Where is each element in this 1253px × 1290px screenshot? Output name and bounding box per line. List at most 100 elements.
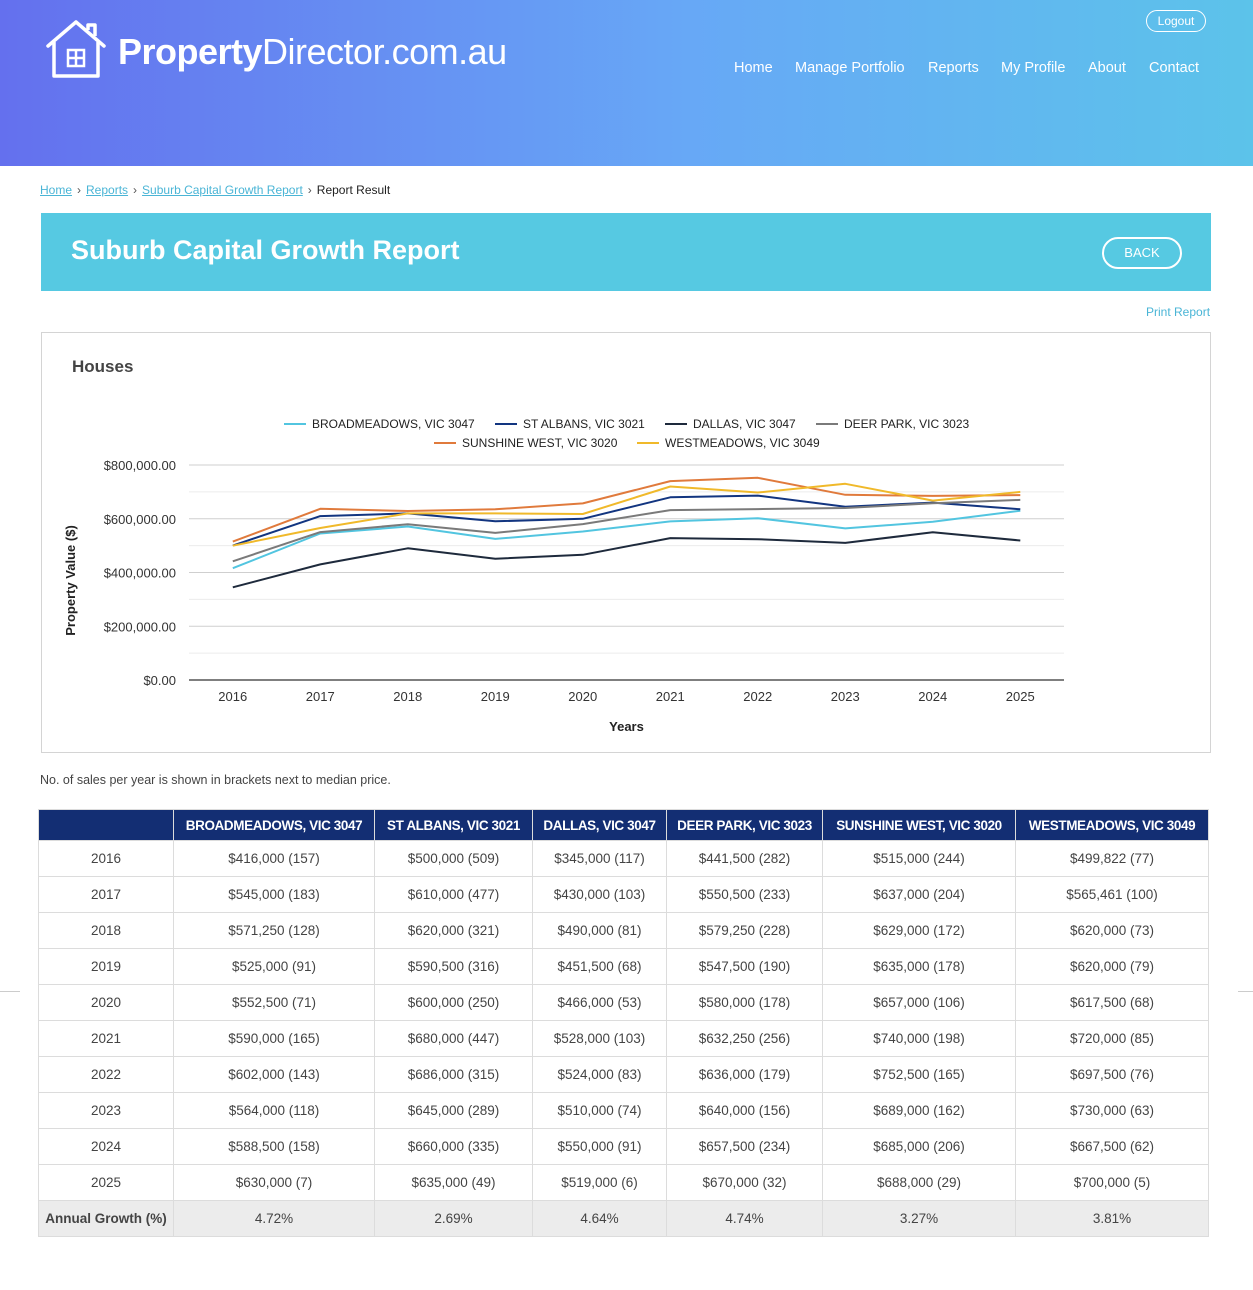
page-banner: Suburb Capital Growth Report BACK <box>41 213 1211 291</box>
table-cell: $524,000 (83) <box>532 1056 667 1093</box>
annual-growth-row: Annual Growth (%) 4.72% 2.69% 4.64% 4.74% 3.2… <box>38 1200 1209 1237</box>
x-tick-label: 2017 <box>306 689 335 704</box>
table-cell: $689,000 (162) <box>822 1092 1016 1129</box>
print-report-link[interactable]: Print Report <box>1146 305 1211 319</box>
line-chart: $0.00 $200,000.00 $400,000.00 $600,000.00 $8… <box>63 417 1064 734</box>
legend-label: WESTMEADOWS, VIC 3049 <box>665 436 820 450</box>
table-cell: $635,000 (178) <box>822 948 1016 985</box>
table-cell: $660,000 (335) <box>374 1128 533 1165</box>
breadcrumb-home[interactable]: Home <box>40 183 73 197</box>
annual-growth-cell: 4.74% <box>666 1200 823 1237</box>
table-cell: $740,000 (198) <box>822 1020 1016 1057</box>
table-column-header: DEER PARK, VIC 3023 <box>666 809 823 841</box>
table-row: 2024 $588,500 (158) $660,000 (335) $550,000… <box>38 1128 1209 1165</box>
nav-manage-portfolio[interactable]: Manage Portfolio <box>795 60 905 76</box>
y-tick-label: $800,000.00 <box>104 458 176 473</box>
table-row: 2023 $564,000 (118) $645,000 (289) $510,000… <box>38 1092 1209 1129</box>
table-cell: $510,000 (74) <box>532 1092 667 1129</box>
table-cell: $620,000 (73) <box>1015 912 1209 949</box>
table-cell: $730,000 (63) <box>1015 1092 1209 1129</box>
x-tick-label: 2024 <box>918 689 947 704</box>
row-year-cell: 2017 <box>38 876 174 913</box>
table-cell: $632,250 (256) <box>666 1020 823 1057</box>
table-row: 2020 $552,500 (71) $600,000 (250) $466,000 … <box>38 984 1209 1021</box>
series-line-4 <box>232 476 1021 543</box>
row-year-cell: 2016 <box>38 840 174 877</box>
table-cell: $579,250 (228) <box>666 912 823 949</box>
table-column-header: DALLAS, VIC 3047 <box>532 809 667 841</box>
site-logo[interactable]: PropertyDirector.com.au <box>44 18 507 80</box>
x-tick-label: 2021 <box>656 689 685 704</box>
breadcrumb-report[interactable]: Suburb Capital Growth Report <box>142 183 303 197</box>
x-tick-label: 2019 <box>481 689 510 704</box>
table-column-header: SUNSHINE WEST, VIC 3020 <box>822 809 1016 841</box>
table-row: 2022 $602,000 (143) $686,000 (315) $524,000… <box>38 1056 1209 1093</box>
table-header-row: BROADMEADOWS, VIC 3047 ST ALBANS, VIC 302… <box>38 809 1209 841</box>
table-cell: $697,500 (76) <box>1015 1056 1209 1093</box>
table-column-header: BROADMEADOWS, VIC 3047 <box>173 809 375 841</box>
row-year-cell: 2020 <box>38 984 174 1021</box>
breadcrumb-reports[interactable]: Reports <box>86 183 129 197</box>
brand-name-bold: Property <box>118 31 263 72</box>
table-cell: $686,000 (315) <box>374 1056 533 1093</box>
house-logo-icon <box>46 20 106 78</box>
legend-label: BROADMEADOWS, VIC 3047 <box>312 417 475 431</box>
table-cell: $635,000 (49) <box>374 1164 533 1201</box>
table-cell: $451,500 (68) <box>532 948 667 985</box>
y-tick-label: $200,000.00 <box>104 619 176 634</box>
table-cell: $528,000 (103) <box>532 1020 667 1057</box>
table-cell: $667,500 (62) <box>1015 1128 1209 1165</box>
site-header: PropertyDirector.com.au Logout Home Mana… <box>0 0 1253 166</box>
y-tick-label: $600,000.00 <box>104 512 176 527</box>
nav-my-profile[interactable]: My Profile <box>1001 60 1066 76</box>
annual-growth-cell: 3.81% <box>1015 1200 1209 1237</box>
table-cell: $645,000 (289) <box>374 1092 533 1129</box>
sales-note: No. of sales per year is shown in bracke… <box>40 773 391 787</box>
table-cell: $500,000 (509) <box>374 840 533 877</box>
table-cell: $752,500 (165) <box>822 1056 1016 1093</box>
chart-panel: Houses $0.00 $200,000.00 $400,000.00 $600,0… <box>41 332 1211 753</box>
divider <box>0 991 20 992</box>
y-tick-label: $400,000.00 <box>104 566 176 581</box>
x-axis-title: Years <box>609 719 644 734</box>
series-line-0 <box>232 509 1021 570</box>
y-axis-title: Property Value ($) <box>63 525 78 636</box>
table-cell: $620,000 (79) <box>1015 948 1209 985</box>
table-cell: $636,000 (179) <box>666 1056 823 1093</box>
legend-label: ST ALBANS, VIC 3021 <box>523 417 645 431</box>
nav-reports[interactable]: Reports <box>928 60 979 76</box>
brand-name: PropertyDirector.com.au <box>118 32 507 72</box>
table-cell: $629,000 (172) <box>822 912 1016 949</box>
nav-about[interactable]: About <box>1088 60 1126 76</box>
chevron-right-icon: › <box>77 183 82 197</box>
row-year-cell: 2019 <box>38 948 174 985</box>
series-line-5 <box>232 482 1021 547</box>
table-cell: $620,000 (321) <box>374 912 533 949</box>
breadcrumb-current: Report Result <box>316 183 391 197</box>
annual-growth-cell: 4.72% <box>173 1200 375 1237</box>
x-tick-label: 2016 <box>218 689 247 704</box>
table-cell: $571,250 (128) <box>173 912 375 949</box>
table-cell: $600,000 (250) <box>374 984 533 1021</box>
table-row: 2021 $590,000 (165) $680,000 (447) $528,000… <box>38 1020 1209 1057</box>
table-cell: $700,000 (5) <box>1015 1164 1209 1201</box>
table-cell: $637,000 (204) <box>822 876 1016 913</box>
table-cell: $688,000 (29) <box>822 1164 1016 1201</box>
row-year-cell: 2023 <box>38 1092 174 1129</box>
nav-contact[interactable]: Contact <box>1149 60 1199 76</box>
y-tick-label: $0.00 <box>143 673 176 688</box>
table-cell: $525,000 (91) <box>173 948 375 985</box>
brand-name-rest: Director.com.au <box>262 31 507 72</box>
table-cell: $680,000 (447) <box>374 1020 533 1057</box>
series-line-1 <box>232 494 1021 547</box>
table-row: 2016 $416,000 (157) $500,000 (509) $345,000… <box>38 840 1209 877</box>
logout-button[interactable]: Logout <box>1146 10 1206 32</box>
row-year-cell: 2021 <box>38 1020 174 1057</box>
nav-home[interactable]: Home <box>734 60 773 76</box>
annual-growth-cell: 3.27% <box>822 1200 1016 1237</box>
table-cell: $657,000 (106) <box>822 984 1016 1021</box>
table-cell: $590,500 (316) <box>374 948 533 985</box>
chart-title: Houses <box>72 357 134 376</box>
back-button[interactable]: BACK <box>1102 237 1182 269</box>
breadcrumb: Home › Reports › Suburb Capital Growth Repor… <box>40 183 390 197</box>
